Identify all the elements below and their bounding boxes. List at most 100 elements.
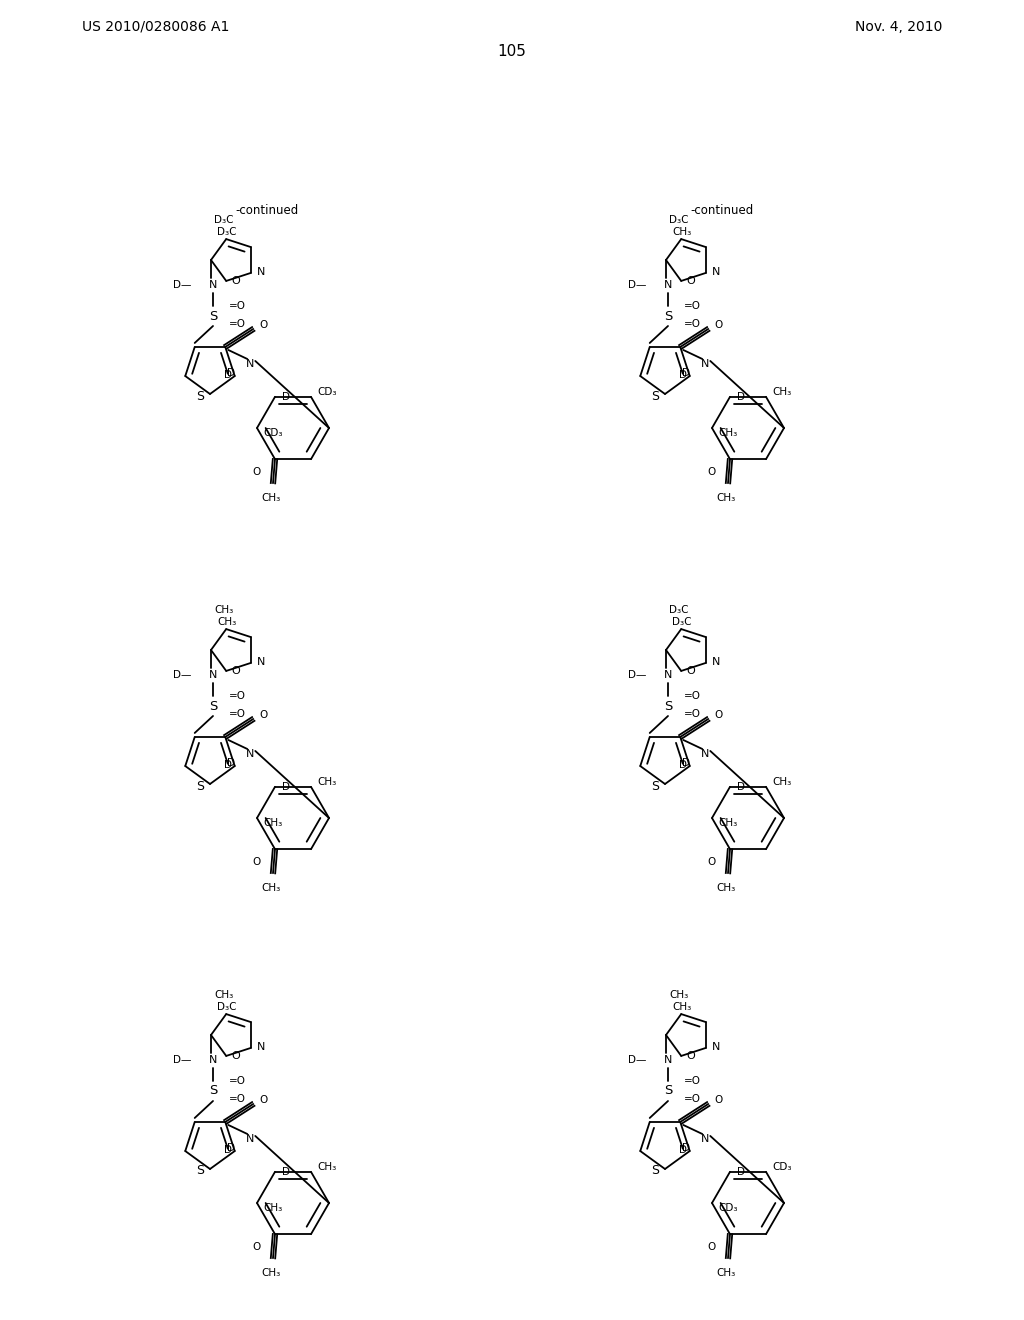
Text: CH₃: CH₃ [717,883,735,894]
Text: D: D [682,368,690,378]
Text: CH₃: CH₃ [670,990,689,1001]
Text: O: O [708,467,716,477]
Text: =O: =O [229,690,246,701]
Text: D: D [227,368,236,378]
Text: CD₃: CD₃ [317,387,337,397]
Text: S: S [209,309,217,322]
Text: O: O [708,857,716,867]
Text: -continued: -continued [690,203,754,216]
Text: N: N [246,748,255,759]
Text: CH₃: CH₃ [261,494,281,503]
Text: CH₃: CH₃ [261,1269,281,1278]
Text: Nov. 4, 2010: Nov. 4, 2010 [855,20,942,34]
Text: CH₃: CH₃ [261,883,281,894]
Text: =O: =O [229,1076,246,1086]
Text: CH₃: CH₃ [717,1269,735,1278]
Text: O: O [259,710,267,719]
Text: N: N [712,1041,720,1052]
Text: S: S [664,309,672,322]
Text: S: S [651,1164,659,1177]
Text: D—: D— [173,280,191,290]
Text: N: N [257,657,265,667]
Text: CD₃: CD₃ [772,1162,792,1172]
Text: CH₃: CH₃ [217,616,237,627]
Text: =O: =O [229,709,246,719]
Text: O: O [253,467,261,477]
Text: S: S [209,1085,217,1097]
Text: O: O [715,319,723,330]
Text: CH₃: CH₃ [673,227,692,238]
Text: US 2010/0280086 A1: US 2010/0280086 A1 [82,20,229,34]
Text: =O: =O [684,709,701,719]
Text: D—: D— [628,671,646,680]
Text: D—: D— [173,671,191,680]
Text: N: N [209,280,217,290]
Text: D: D [227,1143,236,1152]
Text: CH₃: CH₃ [317,1162,336,1172]
Text: O: O [253,857,261,867]
Text: D: D [679,1144,687,1155]
Text: CH₃: CH₃ [717,494,735,503]
Text: S: S [651,389,659,403]
Text: CH₃: CH₃ [718,428,737,438]
Text: D: D [224,370,232,380]
Text: CH₃: CH₃ [215,605,233,615]
Text: D: D [282,781,290,792]
Text: D: D [282,1167,290,1177]
Text: CH₃: CH₃ [718,818,737,828]
Text: D₃C: D₃C [673,616,692,627]
Text: S: S [196,1164,204,1177]
Text: CH₃: CH₃ [317,777,336,787]
Text: =O: =O [684,319,701,329]
Text: =O: =O [229,1094,246,1104]
Text: =O: =O [684,301,701,312]
Text: O: O [231,1051,240,1061]
Text: N: N [246,359,255,370]
Text: CD₃: CD₃ [718,1203,737,1213]
Text: O: O [708,1242,716,1253]
Text: N: N [701,359,710,370]
Text: D₃C: D₃C [214,215,233,226]
Text: O: O [253,1242,261,1253]
Text: N: N [712,267,720,277]
Text: D₃C: D₃C [670,605,689,615]
Text: =O: =O [684,1094,701,1104]
Text: S: S [664,1085,672,1097]
Text: D: D [682,1143,690,1152]
Text: N: N [701,1134,710,1144]
Text: CH₃: CH₃ [772,387,792,397]
Text: N: N [701,748,710,759]
Text: CH₃: CH₃ [772,777,792,787]
Text: CH₃: CH₃ [215,990,233,1001]
Text: S: S [651,780,659,792]
Text: S: S [196,389,204,403]
Text: O: O [686,665,695,676]
Text: O: O [715,710,723,719]
Text: O: O [686,1051,695,1061]
Text: D—: D— [628,1055,646,1065]
Text: D: D [227,758,236,768]
Text: D: D [737,1167,745,1177]
Text: N: N [209,1055,217,1065]
Text: D: D [224,1144,232,1155]
Text: D: D [282,392,290,401]
Text: D: D [679,760,687,770]
Text: O: O [686,276,695,286]
Text: CD₃: CD₃ [263,428,283,438]
Text: O: O [231,665,240,676]
Text: 105: 105 [498,45,526,59]
Text: =O: =O [684,1076,701,1086]
Text: D—: D— [628,280,646,290]
Text: N: N [664,280,672,290]
Text: =O: =O [229,301,246,312]
Text: D: D [737,392,745,401]
Text: D: D [679,370,687,380]
Text: D: D [224,760,232,770]
Text: O: O [715,1096,723,1105]
Text: =O: =O [229,319,246,329]
Text: D₃C: D₃C [217,227,237,238]
Text: N: N [664,671,672,680]
Text: N: N [712,657,720,667]
Text: D: D [682,758,690,768]
Text: D₃C: D₃C [670,215,689,226]
